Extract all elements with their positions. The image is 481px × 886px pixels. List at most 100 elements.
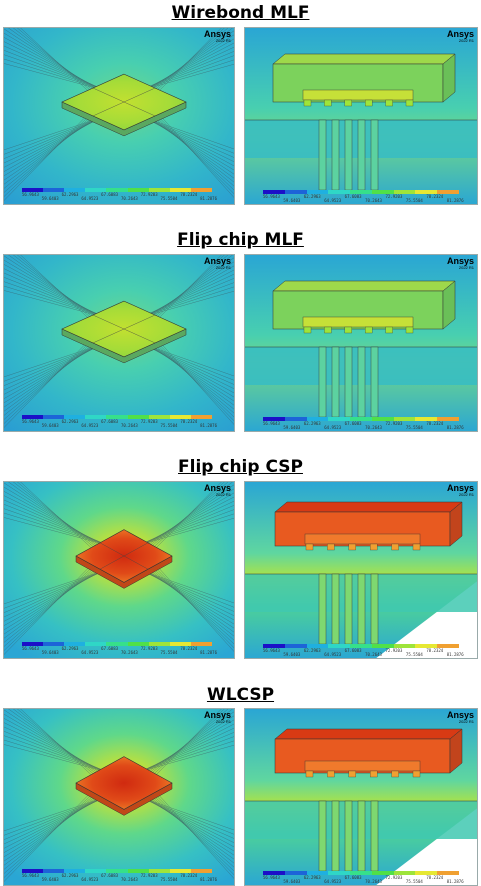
solder-bump [327, 543, 335, 551]
legend-color-swatch [127, 188, 149, 192]
package-side [442, 53, 456, 103]
temperature-legend: 56.9643 62.2963 67.6083 72.9203 78.2324 59.64… [22, 869, 217, 883]
legend-value-upper: 56.9643 [22, 873, 39, 878]
legend-color-swatch [64, 415, 86, 419]
legend-value-lower: 81.2876 [200, 423, 217, 428]
package-top [272, 53, 456, 65]
legend-color-bar [22, 869, 212, 873]
section-title-wlcsp: WLCSP [206, 685, 275, 705]
solder-bump [412, 543, 421, 551]
cross-section-thermal-plot [245, 482, 477, 658]
legend-value-lower: 59.6403 [283, 425, 301, 430]
ansys-version-text: 2022 R1 [215, 719, 231, 724]
solder-bump [412, 770, 421, 778]
ansys-version-text: 2022 R1 [215, 38, 231, 43]
top-view-thermal-panel: Ansys 2022 R1 56.9643 62.2963 67.6083 72.9203… [3, 254, 235, 432]
legend-color-bar [22, 415, 212, 419]
legend-value-lower: 59.6403 [283, 652, 301, 657]
ansys-version-text: 2022 R1 [458, 265, 474, 270]
legend-value-upper: 78.2324 [180, 873, 198, 878]
package-side [442, 280, 456, 330]
legend-color-swatch [148, 869, 170, 873]
legend-value-lower: 75.5504 [405, 198, 423, 203]
legend-color-swatch [437, 644, 460, 648]
legend-value-upper: 67.6083 [344, 194, 362, 199]
legend-value-lower: 81.2876 [446, 879, 464, 884]
legend-value-lower: 70.2643 [120, 650, 138, 655]
legend-color-swatch [306, 644, 329, 648]
legend-color-swatch [85, 869, 107, 873]
legend-value-lower: 81.2876 [200, 650, 217, 655]
legend-value-upper: 78.2324 [426, 648, 444, 653]
legend-value-upper: 78.2324 [426, 875, 444, 880]
legend-color-swatch [85, 188, 107, 192]
legend-color-swatch [148, 642, 170, 646]
solder-bump [365, 99, 373, 107]
via [370, 800, 379, 872]
temperature-legend: 56.9643 62.2963 67.6083 72.9203 78.2324 59.64… [263, 417, 464, 431]
legend-value-upper: 67.6083 [344, 421, 362, 426]
top-view-thermal-plot [4, 482, 234, 658]
legend-color-swatch [169, 642, 191, 646]
legend-color-swatch [85, 642, 107, 646]
temperature-legend: 56.9643 62.2963 67.6083 72.9203 78.2324 59.64… [22, 415, 217, 429]
legend-color-swatch [43, 642, 65, 646]
via [331, 119, 340, 191]
legend-color-swatch [148, 415, 170, 419]
legend-color-bar [22, 188, 212, 192]
solder-bump [391, 770, 399, 778]
legend-values: 56.9643 62.2963 67.6083 72.9203 78.2324 59.64… [263, 875, 464, 885]
legend-color-swatch [437, 417, 460, 421]
solder-bump [348, 770, 356, 778]
via [344, 119, 353, 191]
trace-lines [4, 482, 234, 655]
legend-color-swatch [64, 188, 86, 192]
temperature-legend: 56.9643 62.2963 67.6083 72.9203 78.2324 59.64… [263, 190, 464, 204]
legend-value-upper: 72.9203 [385, 875, 403, 880]
legend-color-swatch [127, 415, 149, 419]
solder-bump [365, 326, 373, 334]
legend-color-swatch [64, 642, 86, 646]
via [344, 573, 353, 645]
legend-value-upper: 72.9203 [385, 194, 403, 199]
section-title-wirebond-mlf: Wirebond MLF [171, 3, 310, 23]
cross-section-thermal-panel: Ansys 2022 R1 56.9643 62.2963 67.6083 72.9203… [244, 481, 478, 659]
die [304, 760, 421, 772]
legend-value-lower: 64.9523 [81, 196, 99, 201]
legend-color-swatch [43, 415, 65, 419]
legend-value-lower: 70.2643 [120, 423, 138, 428]
legend-value-lower: 64.9523 [81, 650, 99, 655]
via [370, 346, 379, 418]
solder-bump [303, 326, 312, 334]
legend-color-swatch [328, 644, 351, 648]
legend-color-swatch [148, 188, 170, 192]
via [370, 573, 379, 645]
section-title-flip-chip-csp: Flip chip CSP [178, 457, 303, 477]
legend-values: 56.9643 62.2963 67.6083 72.9203 78.2324 59.64… [22, 192, 217, 202]
package-top [75, 756, 173, 810]
via [344, 800, 353, 872]
legend-value-upper: 56.9643 [22, 192, 39, 197]
solder-bump [405, 99, 414, 107]
legend-value-upper: 67.6083 [101, 646, 119, 651]
die [304, 533, 421, 545]
solder-bump [370, 770, 378, 778]
legend-color-swatch [43, 188, 65, 192]
cross-section-thermal-plot [245, 28, 477, 204]
legend-color-swatch [169, 869, 191, 873]
ansys-version-text: 2022 R1 [215, 492, 231, 497]
ansys-logo: Ansys 2022 R1 [447, 30, 474, 43]
legend-color-swatch [284, 644, 307, 648]
ansys-brand-text: Ansys [203, 710, 231, 720]
legend-value-upper: 62.2963 [61, 192, 79, 197]
legend-color-swatch [415, 644, 438, 648]
legend-color-swatch [371, 190, 394, 194]
ansys-version-text: 2022 R1 [215, 265, 231, 270]
legend-color-swatch [190, 415, 212, 419]
ansys-logo: Ansys 2022 R1 [204, 30, 231, 43]
legend-values: 56.9643 62.2963 67.6083 72.9203 78.2324 59.64… [263, 648, 464, 658]
legend-color-swatch [85, 415, 107, 419]
legend-value-upper: 72.9203 [385, 648, 403, 653]
package-top [272, 280, 456, 292]
legend-value-upper: 56.9643 [22, 419, 39, 424]
